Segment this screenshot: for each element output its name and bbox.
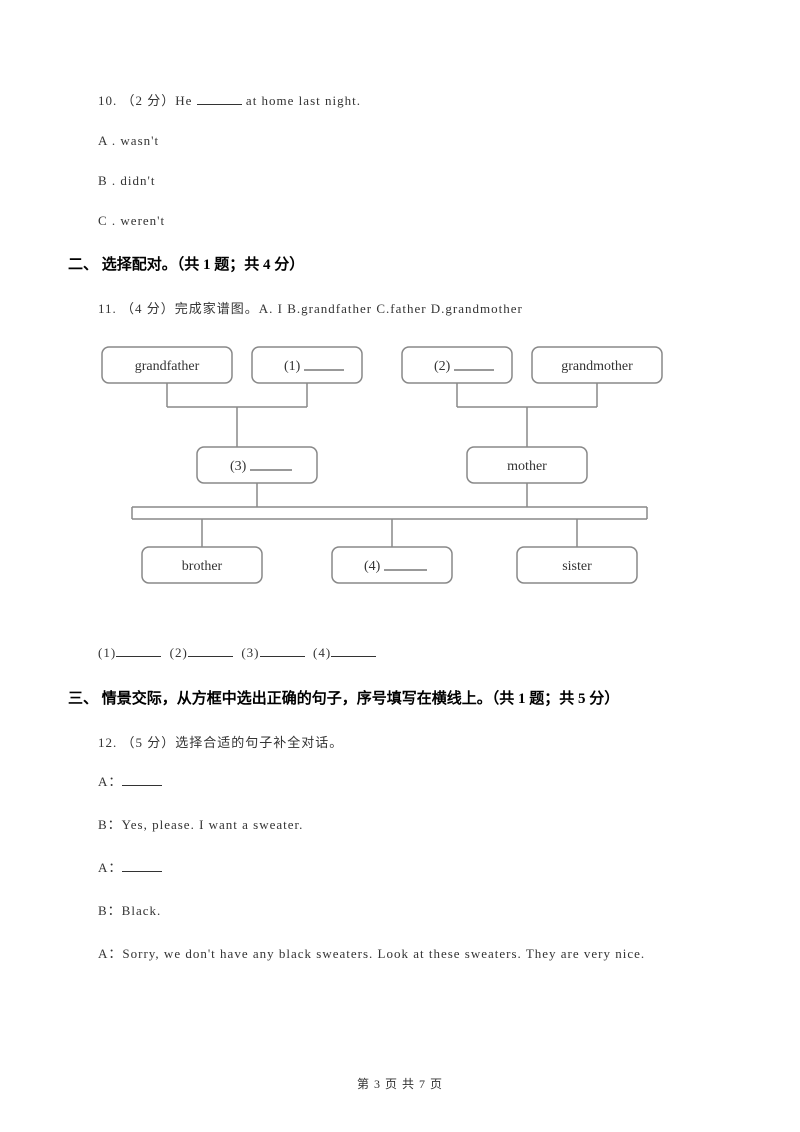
question-12: 12. （5 分）选择合适的句子补全对话。: [68, 732, 732, 751]
dialogue-a2: A：: [68, 857, 732, 876]
dialogue-b2: B：Black.: [68, 900, 732, 919]
q11-answer-blanks: (1) (2) (3) (4): [68, 643, 732, 661]
blank-3-label: (3): [241, 645, 259, 660]
a1-blank[interactable]: [122, 772, 162, 786]
q10-option-a[interactable]: A . wasn't: [68, 133, 732, 149]
blank-2[interactable]: [188, 643, 233, 657]
tree-r2c2: mother: [507, 459, 547, 474]
tree-r1c4: grandmother: [561, 359, 633, 374]
tree-r3c1: brother: [182, 559, 223, 574]
tree-r1c3-prefix: (2): [434, 359, 451, 374]
section-2-header: 二、 选择配对。（共 1 题；共 4 分）: [68, 253, 732, 274]
a1-prefix: A：: [98, 774, 122, 789]
blank-1[interactable]: [116, 643, 161, 657]
blank-3[interactable]: [260, 643, 305, 657]
blank-4[interactable]: [331, 643, 376, 657]
tree-r3c2-prefix: (4): [364, 559, 381, 574]
blank-1-label: (1): [98, 645, 116, 660]
tree-r3c3: sister: [562, 559, 592, 574]
blank-2-label: (2): [170, 645, 188, 660]
family-tree-diagram: grandfather (1) (2) grandmother (3): [68, 337, 732, 617]
section-3-header: 三、 情景交际，从方框中选出正确的句子，序号填写在横线上。（共 1 题；共 5 …: [68, 687, 732, 708]
tree-r1c1: grandfather: [135, 359, 200, 374]
q10-option-c[interactable]: C . weren't: [68, 213, 732, 229]
tree-svg: grandfather (1) (2) grandmother (3): [92, 337, 692, 617]
dialogue-a3: A：Sorry, we don't have any black sweater…: [68, 943, 732, 962]
q10-prefix: 10. （2 分）He: [98, 93, 197, 108]
question-11: 11. （4 分）完成家谱图。A. I B.grandfather C.fath…: [68, 298, 732, 317]
blank-4-label: (4): [313, 645, 331, 660]
a2-prefix: A：: [98, 860, 122, 875]
tree-r1c2-prefix: (1): [284, 359, 301, 374]
svg-text:(1): (1): [284, 359, 301, 374]
svg-text:(3): (3): [230, 459, 247, 474]
q10-suffix: at home last night.: [242, 93, 361, 108]
question-10: 10. （2 分）He at home last night.: [68, 90, 732, 109]
q10-option-b[interactable]: B . didn't: [68, 173, 732, 189]
page-footer: 第 3 页 共 7 页: [0, 1075, 800, 1092]
dialogue-a1: A：: [68, 771, 732, 790]
a2-blank[interactable]: [122, 858, 162, 872]
q10-blank[interactable]: [197, 91, 242, 105]
svg-text:(4): (4): [364, 559, 381, 574]
tree-r2c1-prefix: (3): [230, 459, 247, 474]
dialogue-b1: B：Yes, please. I want a sweater.: [68, 814, 732, 833]
svg-text:(2): (2): [434, 359, 451, 374]
